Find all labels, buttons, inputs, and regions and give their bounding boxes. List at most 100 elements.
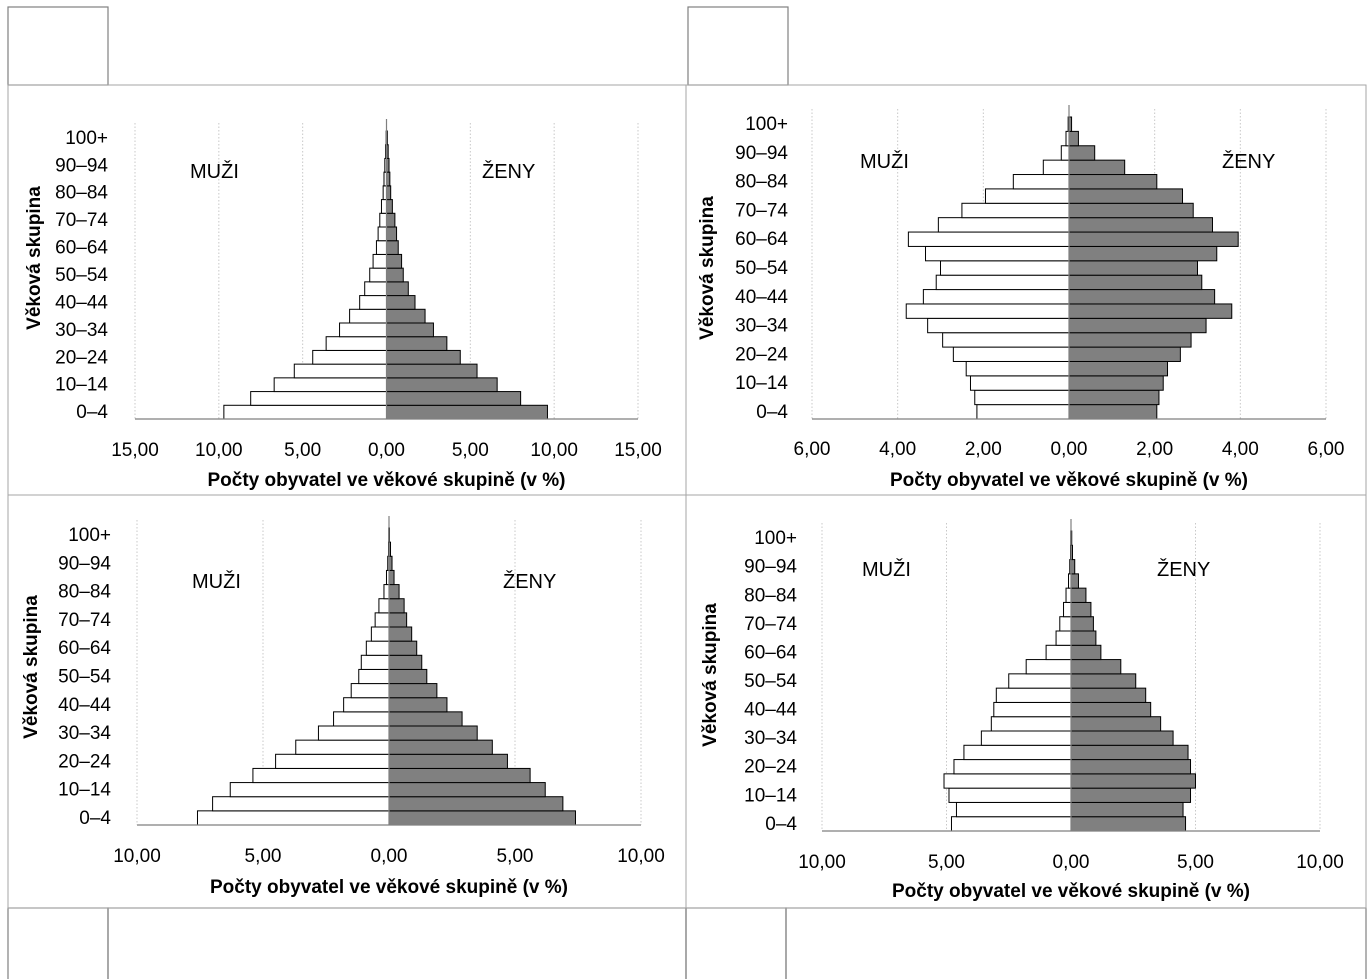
age-group-label: 60–64 [58, 638, 111, 659]
bar-female [1070, 801, 1184, 818]
age-group-label: 80–84 [744, 585, 797, 606]
age-group-label: 20–24 [735, 344, 788, 365]
bar-female [1070, 644, 1102, 661]
bar-male [379, 212, 388, 228]
age-group-label: 30–34 [744, 728, 797, 749]
bar-female [388, 598, 405, 614]
bar-female [386, 281, 409, 297]
age-group-label: 10–14 [58, 780, 111, 801]
age-group-label: 60–64 [744, 642, 797, 663]
x-tick-label: 10,00 [195, 440, 243, 461]
age-group-label: 40–44 [58, 695, 111, 716]
age-group-label: 50–54 [55, 265, 108, 286]
bar-male [343, 697, 390, 713]
bar-male [922, 289, 1070, 305]
age-group-label: 70–74 [735, 200, 788, 221]
bar-male [980, 730, 1072, 746]
bar-female [1070, 687, 1147, 703]
x-tick-label: 5,00 [928, 852, 965, 873]
bar-female [386, 377, 498, 393]
bar-female [1070, 787, 1192, 803]
bar-male [349, 308, 388, 324]
age-group-label: 10–14 [744, 785, 797, 806]
bar-female [1070, 759, 1192, 775]
bar-female [1070, 587, 1087, 603]
bar-male [339, 322, 388, 338]
bar-male [965, 360, 1070, 377]
bar-female [1068, 274, 1203, 291]
bar-female [1068, 245, 1218, 262]
bar-male [905, 303, 1070, 319]
answer-box-bottom-right[interactable] [685, 907, 787, 979]
bar-female [1068, 360, 1169, 377]
bar-male [359, 295, 388, 310]
y-axis-title: Věková skupina [24, 186, 45, 330]
answer-box-top-left[interactable] [7, 6, 109, 86]
bar-female [1068, 346, 1181, 362]
bar-female [388, 668, 428, 685]
bar-male [990, 716, 1072, 732]
age-group-label: 0–4 [765, 814, 797, 835]
bar-male [935, 274, 1070, 291]
bar-female [1070, 701, 1152, 718]
label-men: MUŽI [862, 558, 911, 581]
age-group-label: 90–94 [58, 553, 111, 574]
bar-male [223, 404, 387, 420]
age-group-label: 10–14 [55, 375, 108, 396]
label-women: ŽENY [482, 160, 535, 183]
bar-male [325, 336, 388, 351]
answer-box-bottom-left[interactable] [7, 907, 109, 979]
age-group-label: 10–14 [735, 373, 788, 394]
age-group-label: 40–44 [55, 292, 108, 313]
x-axis-title: Počty obyvatel ve věkové skupině (v %) [210, 877, 568, 898]
bar-female [1070, 630, 1097, 646]
bar-male [333, 711, 390, 727]
bar-male [995, 687, 1072, 703]
bar-male [375, 240, 388, 255]
bar-female [386, 391, 522, 406]
age-group-label: 0–4 [79, 808, 111, 829]
y-axis-title: Věková skupina [697, 196, 718, 340]
bar-female [1068, 260, 1198, 276]
bar-female [386, 404, 548, 420]
x-tick-label: 0,00 [1051, 439, 1088, 460]
age-group-label: 100+ [754, 528, 797, 549]
bar-male [1008, 673, 1072, 689]
bar-female [388, 767, 531, 784]
chart-panel-top-left [7, 84, 687, 496]
bar-male [1055, 630, 1072, 646]
bar-female [1070, 816, 1187, 832]
age-group-label: 70–74 [744, 614, 797, 635]
bar-female [1068, 145, 1096, 161]
chart-panel-bottom-right [685, 494, 1367, 909]
bar-female [388, 697, 448, 713]
x-tick-label: 5,00 [497, 846, 534, 867]
bar-male [1042, 159, 1070, 176]
age-group-label: 60–64 [735, 229, 788, 250]
bar-female [1068, 188, 1184, 204]
bar-male [1060, 145, 1070, 161]
bar-male [317, 725, 390, 741]
bar-female [1068, 317, 1207, 334]
x-tick-label: 10,00 [113, 846, 161, 867]
bar-female [386, 295, 416, 310]
age-group-label: 20–24 [55, 347, 108, 368]
age-group-label: 90–94 [744, 557, 797, 578]
bar-female [388, 711, 463, 727]
age-group-label: 100+ [745, 114, 788, 135]
bar-female [386, 185, 392, 201]
bar-male [961, 202, 1070, 219]
bar-female [386, 226, 398, 242]
x-tick-label: 2,00 [965, 439, 1002, 460]
bar-male [378, 598, 390, 614]
bar-female [388, 739, 493, 755]
age-group-label: 80–84 [55, 183, 108, 204]
bar-female [1070, 716, 1162, 732]
population-pyramid-1: 15,00 10,00 5,00 0,00 5,00 10,00 15,000–410–14… [24, 119, 662, 491]
bar-male [984, 188, 1070, 204]
answer-box-top-right[interactable] [687, 6, 789, 86]
bar-female [1068, 130, 1079, 147]
bar-male [383, 584, 390, 600]
age-group-label: 60–64 [55, 238, 108, 259]
bar-female [1068, 231, 1239, 247]
